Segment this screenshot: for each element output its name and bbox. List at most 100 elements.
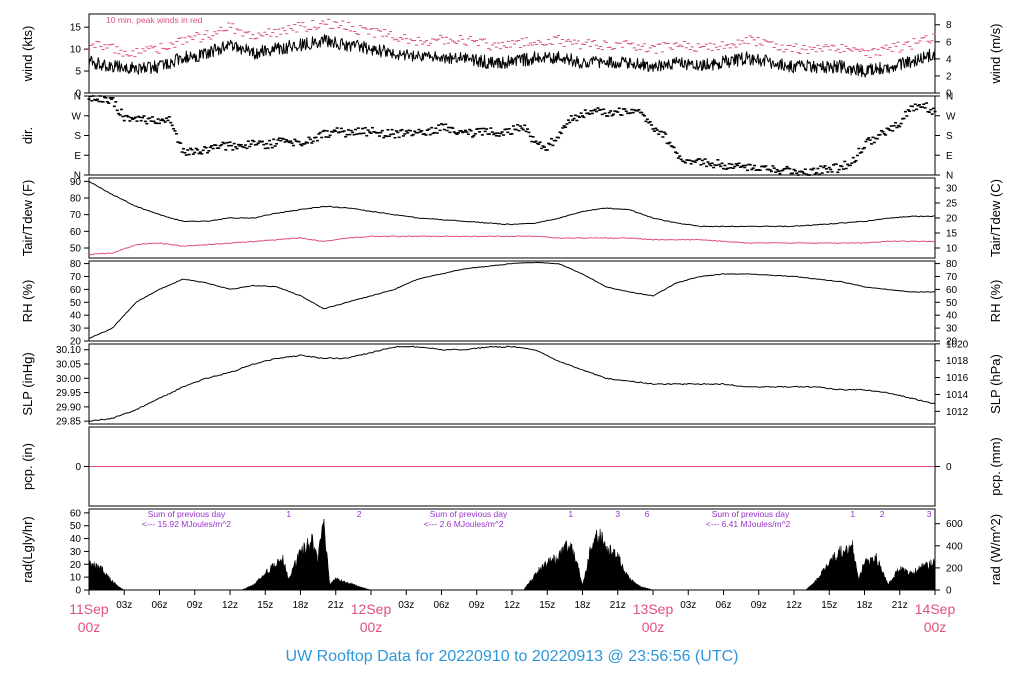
dir-point xyxy=(366,129,370,131)
dir-point xyxy=(420,129,424,132)
dir-point xyxy=(692,160,696,163)
dir-point xyxy=(769,170,773,173)
dir-point xyxy=(850,162,854,164)
series-rad-0 xyxy=(88,518,936,591)
dir-point xyxy=(551,144,555,147)
y-tick-label-slp: 30.00 xyxy=(56,374,81,385)
dir-point xyxy=(308,138,312,141)
dir-point xyxy=(523,124,527,127)
dir-point xyxy=(716,159,720,161)
dir-point xyxy=(717,163,721,166)
y-right-tick-label-dir: E xyxy=(946,151,953,162)
dir-point xyxy=(781,169,785,172)
dir-point xyxy=(624,110,628,113)
dir-point xyxy=(651,128,655,130)
dir-point xyxy=(586,112,590,114)
dir-point xyxy=(445,129,449,132)
y-tick-label-wind: 5 xyxy=(75,67,81,78)
dir-point xyxy=(190,148,194,151)
dir-point xyxy=(930,113,934,115)
y-right-tick-label-temp: 30 xyxy=(946,184,958,195)
dir-point xyxy=(476,127,480,130)
dir-point xyxy=(702,162,706,165)
dir-point xyxy=(129,116,133,119)
dir-point xyxy=(266,147,270,149)
dir-point xyxy=(487,133,491,135)
y-tick-label-rad: 60 xyxy=(70,508,82,519)
dir-point xyxy=(741,164,745,167)
dir-point xyxy=(722,167,725,170)
dir-point xyxy=(114,101,118,103)
dir-point xyxy=(345,133,349,136)
dir-point xyxy=(502,134,506,136)
dir-point xyxy=(205,151,209,154)
date-tick-day: 13Sep xyxy=(633,601,674,617)
dir-point xyxy=(207,150,211,152)
dir-point xyxy=(359,132,363,135)
dir-point xyxy=(256,142,260,144)
dir-point xyxy=(352,133,356,136)
dir-point xyxy=(795,172,799,174)
dir-point xyxy=(731,167,735,170)
dir-point xyxy=(827,166,831,169)
dir-point xyxy=(267,139,271,142)
dir-point xyxy=(710,162,714,165)
y-tick-label-dir: W xyxy=(72,111,82,122)
dir-point xyxy=(198,151,202,153)
dir-point xyxy=(397,136,401,139)
dir-point xyxy=(306,142,310,144)
dir-point xyxy=(191,153,195,155)
dir-point xyxy=(654,127,658,130)
dir-point xyxy=(824,168,828,170)
dir-point xyxy=(87,98,91,100)
dir-point xyxy=(160,118,164,121)
dir-point xyxy=(390,128,394,131)
dir-point xyxy=(915,108,919,111)
dir-point xyxy=(155,122,159,125)
dir-point xyxy=(836,171,840,174)
dir-point xyxy=(902,117,906,120)
x-tick-label: 06z xyxy=(433,600,449,611)
dir-point xyxy=(655,129,659,131)
y-right-tick-label-slp: 1014 xyxy=(946,390,969,401)
dir-point xyxy=(468,128,472,131)
dir-point xyxy=(466,133,470,135)
dir-point xyxy=(579,112,583,114)
dir-point xyxy=(932,107,936,110)
dir-point xyxy=(174,132,178,135)
y-tick-label-temp: 60 xyxy=(70,227,82,238)
dir-point xyxy=(492,133,496,136)
dir-point xyxy=(557,136,561,139)
dir-point xyxy=(380,129,384,132)
dir-point xyxy=(516,124,520,126)
dir-point xyxy=(549,137,553,140)
dir-point xyxy=(744,164,748,167)
dir-point xyxy=(105,101,109,103)
dir-point xyxy=(871,136,875,139)
dir-point xyxy=(170,124,174,127)
dir-point xyxy=(671,145,675,148)
dir-point xyxy=(823,165,827,167)
dir-point xyxy=(290,142,294,144)
dir-point xyxy=(132,117,136,120)
dir-point xyxy=(377,135,381,137)
dir-point xyxy=(898,125,902,128)
dir-point xyxy=(521,128,525,131)
y-right-tick-label-rh: 50 xyxy=(946,298,958,309)
dir-point xyxy=(418,131,422,133)
date-tick-day: 11Sep xyxy=(69,601,109,617)
dir-point xyxy=(387,135,391,138)
dir-point xyxy=(348,133,352,136)
dir-point xyxy=(322,129,326,132)
date-tick-day: 14Sep xyxy=(915,601,956,617)
panel-frame-slp xyxy=(88,343,936,425)
dir-point xyxy=(758,169,762,172)
dir-point xyxy=(482,127,486,130)
dir-point xyxy=(353,128,357,131)
dir-point xyxy=(886,128,890,130)
dir-point xyxy=(344,135,348,138)
dir-point xyxy=(863,146,866,149)
dir-point xyxy=(675,152,679,154)
rad-hour-mark: 1 xyxy=(568,509,573,519)
dir-point xyxy=(816,167,820,170)
